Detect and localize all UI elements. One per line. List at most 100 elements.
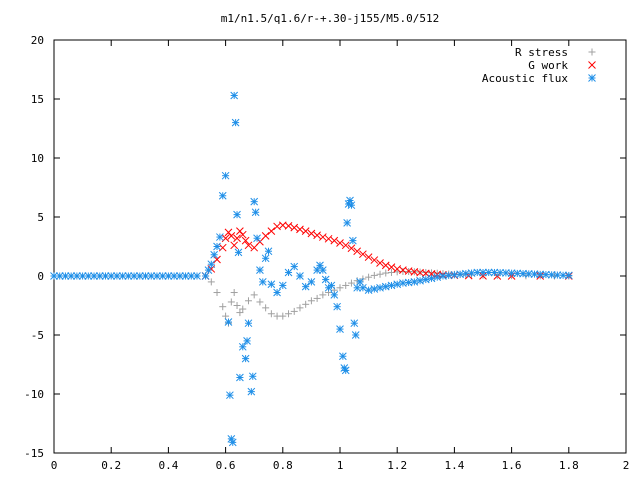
- data-point: [353, 247, 362, 256]
- data-point: [218, 191, 227, 200]
- series-layer: [50, 91, 573, 447]
- data-point: [342, 281, 350, 289]
- data-point: [224, 318, 233, 326]
- data-point: [216, 233, 224, 241]
- y-tick-label: 15: [31, 93, 44, 106]
- x-tick-label: 0.2: [101, 459, 121, 472]
- data-point: [226, 391, 234, 400]
- data-point: [284, 221, 293, 230]
- data-point: [301, 227, 310, 236]
- data-point: [267, 227, 276, 236]
- data-point: [416, 276, 424, 285]
- x-tick-label: 1.4: [444, 459, 464, 472]
- data-point: [318, 233, 327, 241]
- data-point: [230, 289, 238, 297]
- data-point: [347, 244, 356, 253]
- data-point: [256, 266, 264, 274]
- data-point: [233, 234, 241, 243]
- y-tick-label: -10: [24, 388, 44, 401]
- data-point: [244, 297, 252, 305]
- data-point: [343, 219, 352, 227]
- data-point: [359, 250, 367, 259]
- x-tick-label: 0.6: [216, 459, 236, 472]
- data-point: [261, 232, 270, 240]
- data-point: [336, 325, 344, 333]
- data-point: [233, 210, 241, 219]
- y-axis: -15 -10 -5 0 5 10 15 20: [24, 34, 626, 460]
- data-point: [327, 281, 336, 290]
- data-point: [113, 272, 121, 280]
- data-point: [241, 236, 250, 245]
- data-point: [356, 278, 364, 286]
- data-point: [427, 274, 436, 283]
- data-point: [227, 232, 236, 240]
- data-point: [381, 261, 390, 270]
- x-tick-label: 0.4: [158, 459, 178, 472]
- data-point: [238, 230, 247, 239]
- data-point: [339, 352, 347, 361]
- data-point: [313, 294, 321, 302]
- chart-title: m1/n1.5/q1.6/r-+.30-j155/M5.0/512: [221, 12, 440, 25]
- data-point: [302, 300, 310, 308]
- x-tick-label: 2: [623, 459, 630, 472]
- data-point: [153, 272, 161, 280]
- data-point: [564, 271, 573, 280]
- data-point: [296, 272, 304, 280]
- data-point: [341, 241, 350, 250]
- data-point: [349, 236, 357, 245]
- data-point: [261, 254, 270, 263]
- data-point: [307, 229, 316, 238]
- data-point: [267, 310, 275, 318]
- data-point: [324, 234, 333, 243]
- data-point: [247, 387, 256, 396]
- data-point: [221, 171, 230, 180]
- data-point: [141, 272, 150, 280]
- data-point: [307, 297, 315, 305]
- data-point: [233, 302, 241, 309]
- data-point: [236, 309, 244, 317]
- data-point: [278, 281, 287, 290]
- data-point: [207, 260, 216, 269]
- data-point: [313, 231, 321, 240]
- x-tick-label: 0.8: [273, 459, 293, 472]
- data-point: [279, 312, 287, 320]
- data-point: [301, 282, 310, 291]
- data-point: [296, 304, 304, 312]
- data-point: [124, 272, 133, 280]
- legend-marker: [588, 61, 596, 69]
- data-point: [210, 250, 219, 259]
- data-point: [365, 273, 373, 281]
- data-point: [347, 201, 356, 210]
- data-point: [333, 302, 341, 311]
- data-point: [248, 372, 257, 381]
- data-point: [387, 263, 396, 272]
- data-point: [350, 319, 359, 328]
- y-tick-label: 0: [37, 270, 44, 283]
- x-tick-label: 1.2: [387, 459, 407, 472]
- data-point: [250, 291, 258, 299]
- data-point: [234, 248, 243, 257]
- data-point: [219, 303, 227, 311]
- x-tick-label: 1.6: [502, 459, 522, 472]
- legend-marker: [588, 48, 596, 56]
- data-point: [479, 268, 487, 277]
- data-point: [370, 271, 378, 279]
- data-point: [364, 286, 373, 295]
- data-point: [376, 270, 384, 278]
- plot-frame: [53, 39, 627, 454]
- data-point: [336, 239, 344, 247]
- data-point: [256, 298, 264, 306]
- data-point: [204, 266, 213, 274]
- data-point: [101, 272, 110, 280]
- data-point: [230, 91, 239, 100]
- data-point: [264, 247, 273, 256]
- data-point: [285, 310, 293, 318]
- data-point: [307, 278, 316, 286]
- data-point: [330, 236, 339, 245]
- data-point: [55, 272, 64, 280]
- data-point: [318, 266, 327, 274]
- data-point: [250, 197, 259, 206]
- y-tick-label: -5: [31, 329, 44, 342]
- data-point: [296, 225, 304, 234]
